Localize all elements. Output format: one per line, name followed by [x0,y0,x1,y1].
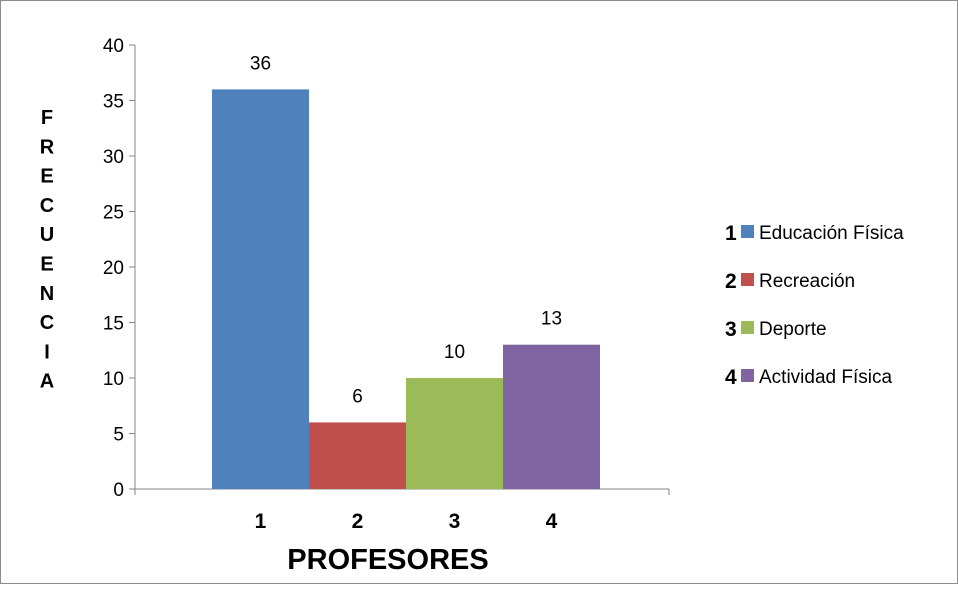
legend-number: 4 [725,366,737,389]
y-axis-title-letter: E [40,166,53,188]
bar [309,422,406,489]
legend-number: 1 [725,222,737,245]
legend-swatch [741,273,754,286]
y-tick-label: 30 [103,147,124,168]
y-tick-label: 25 [103,203,124,224]
legend-label: Recreación [759,271,855,292]
data-label: 13 [541,309,562,330]
legend-number: 3 [725,318,737,341]
y-axis-title-letter: A [40,371,54,393]
y-tick-label: 20 [103,258,124,279]
bar [212,89,309,490]
data-label: 10 [444,342,465,363]
legend-swatch [741,225,754,238]
bar [406,378,503,489]
legend: 1 Educación Física 2 Recreación 3 Deporte 4 Act… [725,222,904,389]
x-tick-label: 4 [546,510,558,533]
y-tick-label: 0 [113,480,124,501]
y-axis-title-letter: C [40,312,54,334]
x-axis-title: PROFESORES [287,544,488,576]
data-label: 6 [352,386,363,407]
data-labels: 36 6 10 13 [250,53,562,407]
y-axis-title-letter: F [41,107,53,129]
y-tick-label: 40 [103,36,124,57]
legend-swatch [741,369,754,382]
legend-label: Educación Física [759,223,904,244]
data-label: 36 [250,53,271,74]
legend-swatch [741,321,754,334]
y-tick-label: 10 [103,369,124,390]
x-tick-label: 3 [449,510,461,533]
y-axis-title-letter: I [44,341,50,363]
x-axis: 1 2 3 4 [134,488,670,533]
x-tick-label: 1 [255,510,267,533]
legend-label: Actividad Física [759,367,892,388]
y-axis-title-letter: U [40,224,54,246]
bars [212,89,600,490]
y-axis-title-letter: R [40,136,55,158]
y-axis: 0 5 10 15 20 25 30 35 40 [103,36,136,501]
y-tick-label: 5 [113,425,124,446]
y-axis-title-letter: N [40,283,54,305]
y-axis-title-letter: E [40,254,53,276]
bar [503,344,600,489]
legend-number: 2 [725,270,737,293]
y-axis-title-letter: C [40,195,54,217]
x-tick-label: 2 [352,510,364,533]
y-tick-label: 35 [103,92,124,113]
legend-label: Deporte [759,319,827,340]
y-tick-label: 15 [103,314,124,335]
